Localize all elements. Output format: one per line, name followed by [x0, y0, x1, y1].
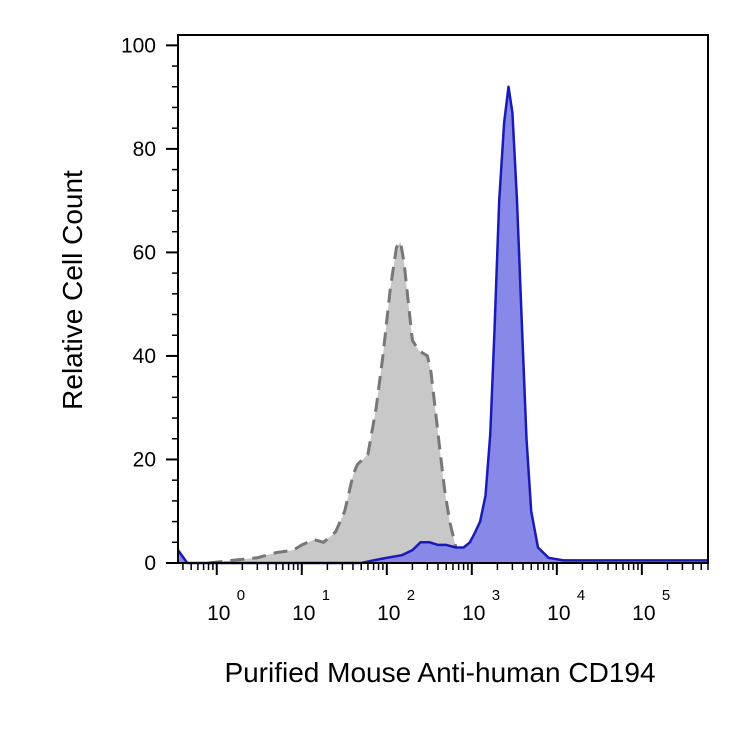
x-tick-label: 10: [632, 602, 655, 625]
x-tick-label: 10: [377, 602, 400, 625]
series-area-0: [208, 242, 472, 563]
x-tick-exponent: 5: [662, 587, 670, 604]
x-tick-label: 10: [462, 602, 485, 625]
series-line-1: [176, 85, 708, 565]
y-tick-label: 80: [133, 138, 156, 161]
series-line-0: [208, 240, 473, 565]
y-axis-title: Relative Cell Count: [57, 170, 88, 410]
x-tick-exponent: 0: [237, 587, 245, 604]
series-layer: [176, 85, 708, 565]
y-tick-label: 0: [144, 552, 156, 575]
y-tick-label: 40: [133, 345, 156, 368]
x-tick-exponent: 2: [407, 587, 415, 604]
x-axis-title: Purified Mouse Anti-human CD194: [224, 657, 655, 688]
x-tick-label: 10: [292, 602, 315, 625]
x-tick-exponent: 3: [492, 587, 500, 604]
y-tick-label: 60: [133, 241, 156, 264]
x-tick-label: 10: [547, 602, 570, 625]
y-tick-label: 20: [133, 448, 156, 471]
y-tick-label: 100: [121, 34, 156, 57]
plot-frame: [177, 34, 709, 564]
x-tick-exponent: 4: [577, 587, 585, 604]
x-tick-label: 10: [207, 602, 230, 625]
x-tick-exponent: 1: [322, 587, 330, 604]
